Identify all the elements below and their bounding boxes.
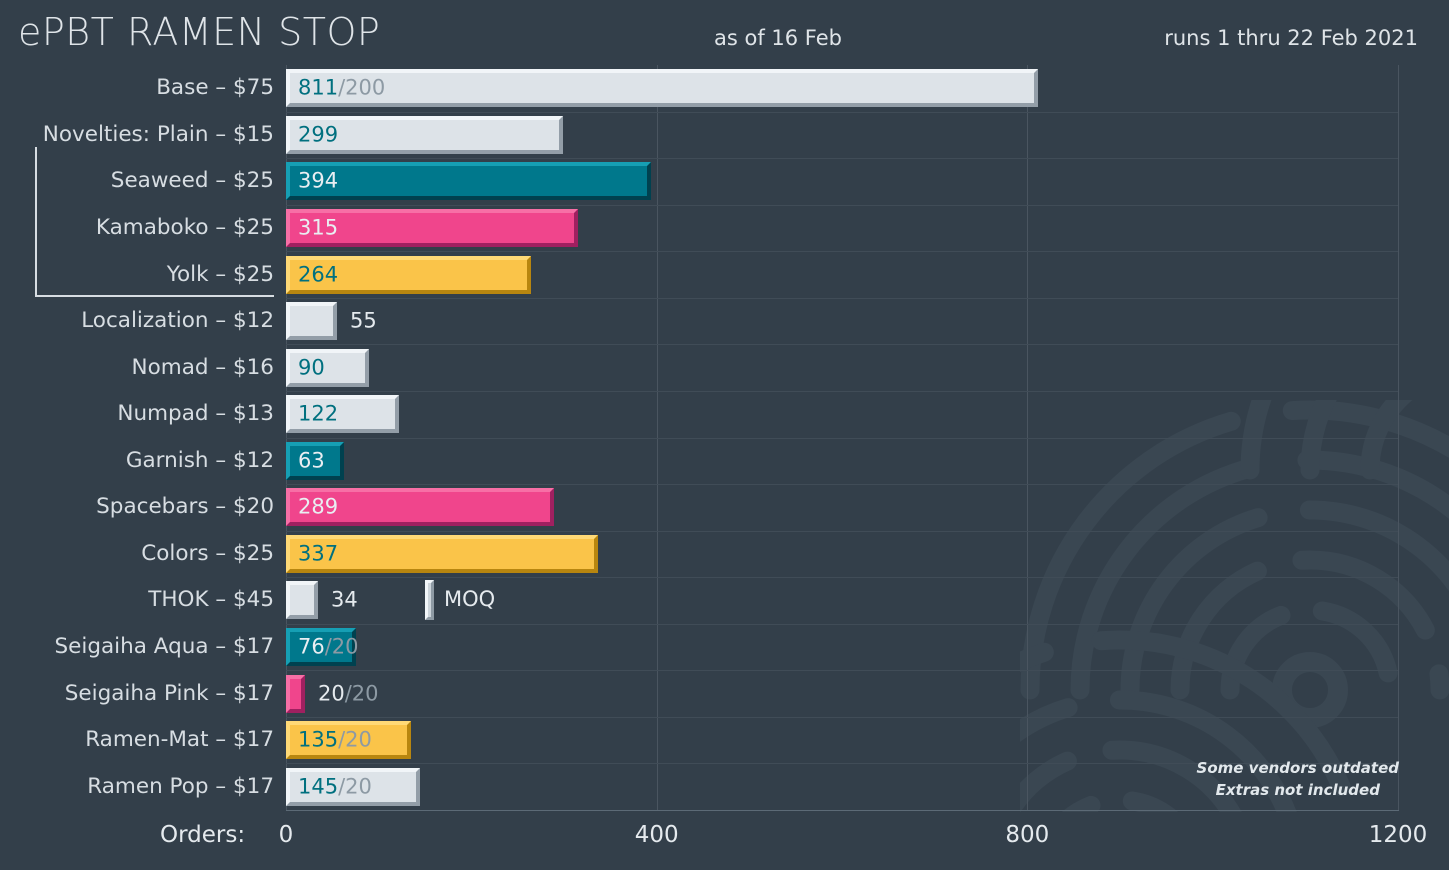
gridline-x-0 bbox=[286, 65, 287, 810]
plot-area bbox=[286, 65, 1399, 810]
bar-value-label: 145/20 bbox=[298, 774, 372, 799]
chart-header: ePBT RAMEN STOP as of 16 Feb runs 1 thru… bbox=[0, 0, 1449, 62]
y-axis-label: Ramen Pop – $17 bbox=[87, 773, 274, 799]
y-axis-label: Seaweed – $25 bbox=[110, 168, 274, 194]
gridline-row bbox=[286, 438, 1398, 439]
bar-value-label: 315 bbox=[298, 215, 339, 240]
x-tick-1200: 1200 bbox=[1368, 822, 1428, 848]
bar-value-label: 394 bbox=[298, 168, 339, 193]
bar-goal-label: /20 bbox=[338, 774, 372, 799]
bar[interactable] bbox=[286, 674, 305, 713]
bar-goal-label: /200 bbox=[338, 75, 386, 100]
gridline-row bbox=[286, 391, 1398, 392]
runs-label: runs 1 thru 22 Feb 2021 bbox=[1164, 26, 1418, 50]
bar-value-label: 20/20 bbox=[318, 681, 379, 706]
bracket-horizontal bbox=[35, 294, 274, 297]
y-axis-label: Localization – $12 bbox=[81, 308, 274, 334]
bar-value-label: 55 bbox=[350, 308, 377, 333]
bar[interactable]: 299 bbox=[286, 115, 563, 154]
bar-value-label: 122 bbox=[298, 401, 339, 426]
gridline-row bbox=[286, 298, 1398, 299]
moq-marker bbox=[425, 580, 434, 621]
bar-value-label: 289 bbox=[298, 494, 339, 519]
gridline-row bbox=[286, 251, 1398, 252]
y-axis-label: Base – $75 bbox=[156, 75, 274, 101]
y-axis-label: Nomad – $16 bbox=[131, 354, 274, 380]
gridline-row bbox=[286, 112, 1398, 113]
gridline-row bbox=[286, 205, 1398, 206]
bar[interactable]: 337 bbox=[286, 534, 598, 573]
footnote-line-1: Some vendors outdated bbox=[1196, 759, 1399, 777]
bar-value-label: 76/20 bbox=[298, 634, 359, 659]
footnotes: Some vendors outdated Extras not include… bbox=[1197, 758, 1399, 802]
bar[interactable]: 394 bbox=[286, 162, 651, 201]
bar[interactable]: 145/20 bbox=[286, 767, 420, 806]
y-axis-label: Colors – $25 bbox=[141, 540, 274, 566]
bar-value-label: 135/20 bbox=[298, 727, 372, 752]
x-axis-line bbox=[286, 810, 1399, 811]
bar-value-label: 811/200 bbox=[298, 75, 386, 100]
bar[interactable]: 264 bbox=[286, 255, 531, 294]
bracket-vertical bbox=[35, 146, 37, 297]
gridline-row bbox=[286, 763, 1398, 764]
bar[interactable]: 811/200 bbox=[286, 69, 1038, 108]
bar-value-label: 34 bbox=[331, 587, 358, 612]
bar-value-label: 337 bbox=[298, 541, 339, 566]
y-axis-label: Ramen-Mat – $17 bbox=[85, 727, 274, 753]
y-axis-label: Yolk – $25 bbox=[166, 261, 274, 287]
bar[interactable]: 135/20 bbox=[286, 721, 411, 760]
bar[interactable]: 76/20 bbox=[286, 628, 359, 667]
y-axis-label: Kamaboko – $25 bbox=[95, 214, 274, 240]
bar[interactable]: 122 bbox=[286, 395, 399, 434]
bar[interactable]: 315 bbox=[286, 208, 578, 247]
as-of-label: as of 16 Feb bbox=[714, 26, 842, 50]
bar-value-label: 299 bbox=[298, 122, 339, 147]
gridline-row bbox=[286, 624, 1398, 625]
gridline-row bbox=[286, 670, 1398, 671]
x-tick-800: 800 bbox=[1005, 822, 1050, 848]
y-axis-label: Garnish – $12 bbox=[125, 447, 274, 473]
x-axis-title: Orders: bbox=[160, 822, 246, 848]
gridline-row bbox=[286, 577, 1398, 578]
bar[interactable] bbox=[286, 302, 337, 341]
footnote-line-2: Extras not included bbox=[1215, 780, 1380, 799]
x-axis: Orders: 0 400 800 1200 bbox=[0, 824, 1449, 864]
gridline-x-400 bbox=[657, 65, 658, 810]
bar-value-label: 264 bbox=[298, 262, 339, 287]
x-tick-0: 0 bbox=[278, 822, 294, 848]
bar-goal-label: /20 bbox=[344, 681, 379, 706]
moq-label: MOQ bbox=[444, 587, 496, 612]
x-tick-400: 400 bbox=[634, 822, 679, 848]
y-axis-label: Seigaiha Aqua – $17 bbox=[54, 634, 274, 660]
y-axis-label: Seigaiha Pink – $17 bbox=[64, 680, 274, 706]
gridline-row bbox=[286, 717, 1398, 718]
bar-value-label: 63 bbox=[298, 448, 325, 473]
bar-value-label: 90 bbox=[298, 355, 325, 380]
y-axis-label: Novelties: Plain – $15 bbox=[42, 121, 274, 147]
gridline-row bbox=[286, 484, 1398, 485]
bar-goal-label: /20 bbox=[338, 727, 372, 752]
gridline-row bbox=[286, 344, 1398, 345]
bar[interactable]: 90 bbox=[286, 348, 369, 387]
gridline-row bbox=[286, 158, 1398, 159]
gridline-row bbox=[286, 531, 1398, 532]
bar-goal-label: /20 bbox=[324, 634, 359, 659]
bar[interactable]: 63 bbox=[286, 441, 344, 480]
novelties-bracket bbox=[35, 146, 274, 297]
bar[interactable] bbox=[286, 581, 318, 620]
y-axis-label: THOK – $45 bbox=[148, 587, 274, 613]
page-title: ePBT RAMEN STOP bbox=[18, 10, 381, 54]
y-axis-label: Numpad – $13 bbox=[117, 401, 274, 427]
bar[interactable]: 289 bbox=[286, 488, 554, 527]
y-axis-label: Spacebars – $20 bbox=[96, 494, 274, 520]
